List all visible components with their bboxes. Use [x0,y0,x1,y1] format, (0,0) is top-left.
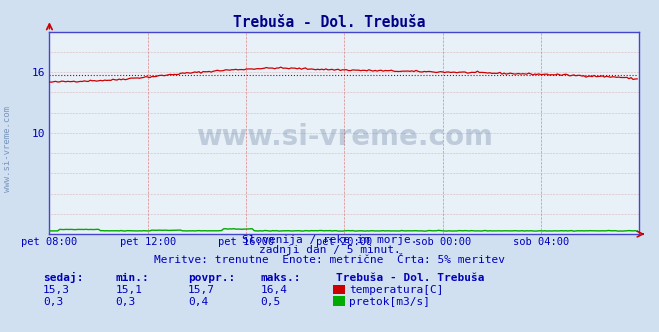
Text: Meritve: trenutne  Enote: metrične  Črta: 5% meritev: Meritve: trenutne Enote: metrične Črta: … [154,255,505,265]
Text: 16,4: 16,4 [260,285,287,295]
Text: Trebuša - Dol. Trebuša: Trebuša - Dol. Trebuša [336,273,484,283]
Text: sedaj:: sedaj: [43,272,83,283]
Text: 15,1: 15,1 [115,285,142,295]
Text: zadnji dan / 5 minut.: zadnji dan / 5 minut. [258,245,401,255]
Text: maks.:: maks.: [260,273,301,283]
Text: 0,3: 0,3 [115,297,136,307]
Text: 15,7: 15,7 [188,285,215,295]
Text: min.:: min.: [115,273,149,283]
Text: 0,4: 0,4 [188,297,208,307]
Text: 0,3: 0,3 [43,297,63,307]
Text: 15,3: 15,3 [43,285,70,295]
Text: Trebuša - Dol. Trebuša: Trebuša - Dol. Trebuša [233,15,426,30]
Text: www.si-vreme.com: www.si-vreme.com [3,106,13,193]
Text: povpr.:: povpr.: [188,273,235,283]
Text: www.si-vreme.com: www.si-vreme.com [196,123,493,151]
Text: Slovenija / reke in morje.: Slovenija / reke in morje. [242,235,417,245]
Text: 0,5: 0,5 [260,297,281,307]
Text: pretok[m3/s]: pretok[m3/s] [349,297,430,307]
Text: temperatura[C]: temperatura[C] [349,285,444,295]
